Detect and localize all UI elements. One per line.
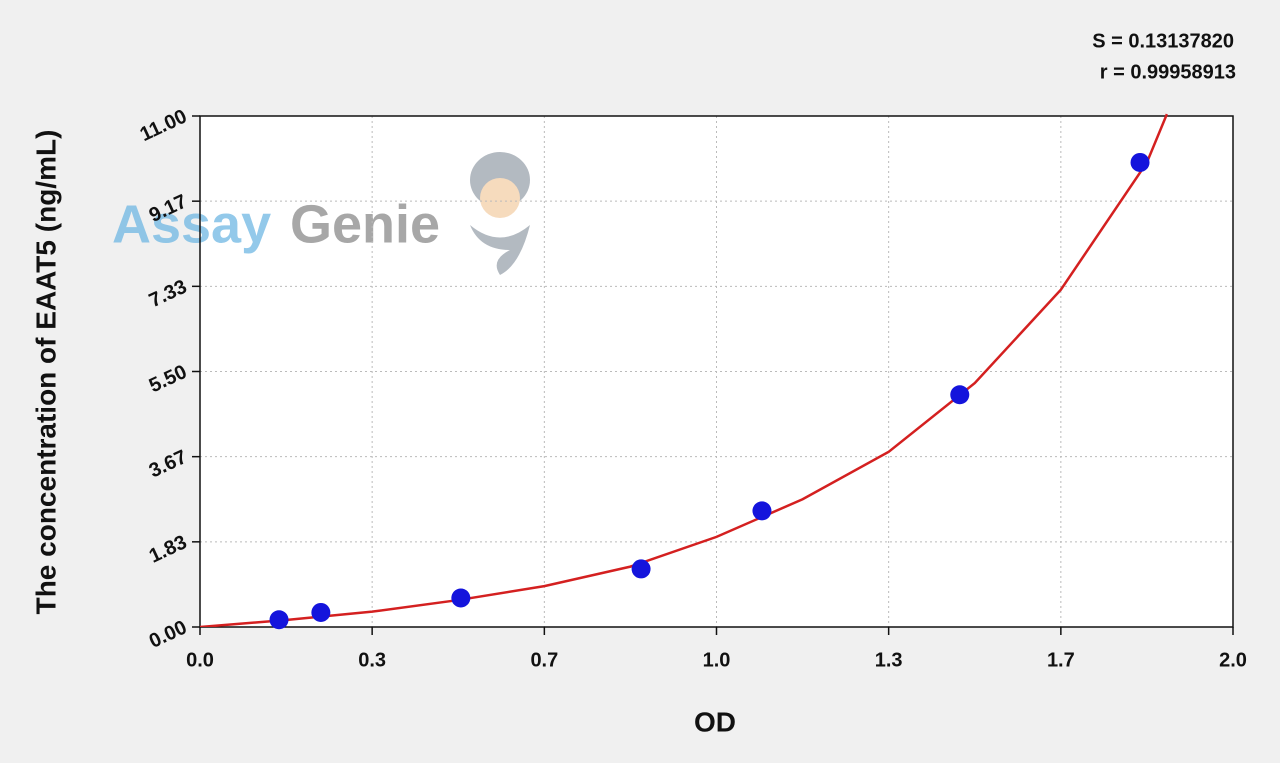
annotation: S = 0.13137820 [1092,30,1234,52]
x-tick-label: 0.7 [530,649,558,671]
logo-body [470,225,530,275]
watermark-text: Assay [112,194,271,254]
x-tick-label: 1.0 [703,649,731,671]
x-tick-label: 2.0 [1219,649,1247,671]
watermark-text: Genie [290,194,440,254]
data-point [1130,152,1150,172]
data-point [752,501,772,521]
data-point [311,602,331,622]
data-point [269,610,289,630]
y-tick-label: 5.50 [146,361,191,397]
annotation: r = 0.99958913 [1100,61,1236,83]
y-tick-label: 11.00 [137,105,191,146]
watermark: Assay Genie [112,152,530,275]
x-tick-label: 1.3 [875,649,903,671]
x-tick-label: 0.3 [358,649,386,671]
data-point [631,559,651,579]
x-tick-label: 1.7 [1047,649,1075,671]
data-point [950,385,970,405]
y-tick-label: 3.67 [146,446,191,482]
y-tick-label: 7.33 [146,276,191,312]
x-axis-label: OD [694,706,736,737]
fit-curve [200,113,1169,627]
y-tick-label: 0.00 [146,616,191,652]
y-tick-label: 1.83 [146,531,191,567]
x-tick-label: 0.0 [186,649,214,671]
logo-face [480,178,520,218]
data-point [451,588,471,608]
y-axis-label: The concentration of EAAT5 (ng/mL) [30,130,61,615]
plot-frame [199,115,1234,628]
